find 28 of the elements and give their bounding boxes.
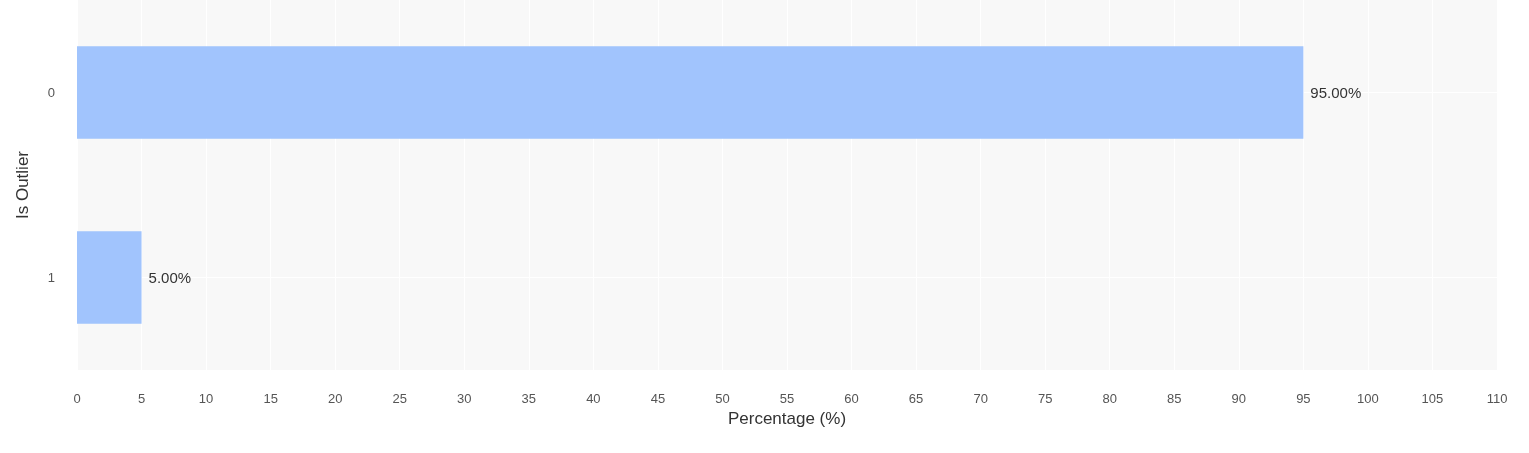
x-tick-label: 0 — [73, 391, 81, 406]
x-tick-label: 55 — [779, 391, 795, 406]
y-tick-label: 1 — [47, 270, 55, 285]
x-tick-label: 60 — [844, 391, 859, 406]
x-tick-label: 15 — [263, 391, 278, 406]
x-tick-label: 10 — [198, 391, 214, 406]
x-tick-label: 80 — [1102, 391, 1117, 406]
x-tick-label: 90 — [1231, 391, 1247, 406]
x-axis-title: Percentage (%) — [727, 408, 847, 428]
x-tick-label: 85 — [1167, 391, 1182, 406]
x-tick-label: 105 — [1421, 391, 1444, 406]
x-tick-label: 100 — [1357, 391, 1379, 406]
data-label: 5.00% — [148, 269, 192, 286]
x-tick-label: 110 — [1486, 391, 1508, 406]
x-tick-label: 70 — [973, 391, 988, 406]
x-tick-label: 75 — [1037, 391, 1053, 406]
x-tick-label: 30 — [457, 391, 472, 406]
x-tick-label: 35 — [521, 391, 537, 406]
x-tick-label: 65 — [908, 391, 924, 406]
x-tick-label: 40 — [586, 391, 601, 406]
data-label: 95.00% — [1310, 84, 1362, 101]
x-tick-label: 5 — [137, 391, 146, 406]
y-axis-title: Is Outlier — [13, 150, 32, 220]
x-tick-label: 45 — [650, 391, 666, 406]
x-tick-label: 95 — [1296, 391, 1311, 406]
x-tick-label: 50 — [715, 391, 730, 406]
x-tick-label: 20 — [327, 391, 343, 406]
x-tick-label: 25 — [392, 391, 407, 406]
